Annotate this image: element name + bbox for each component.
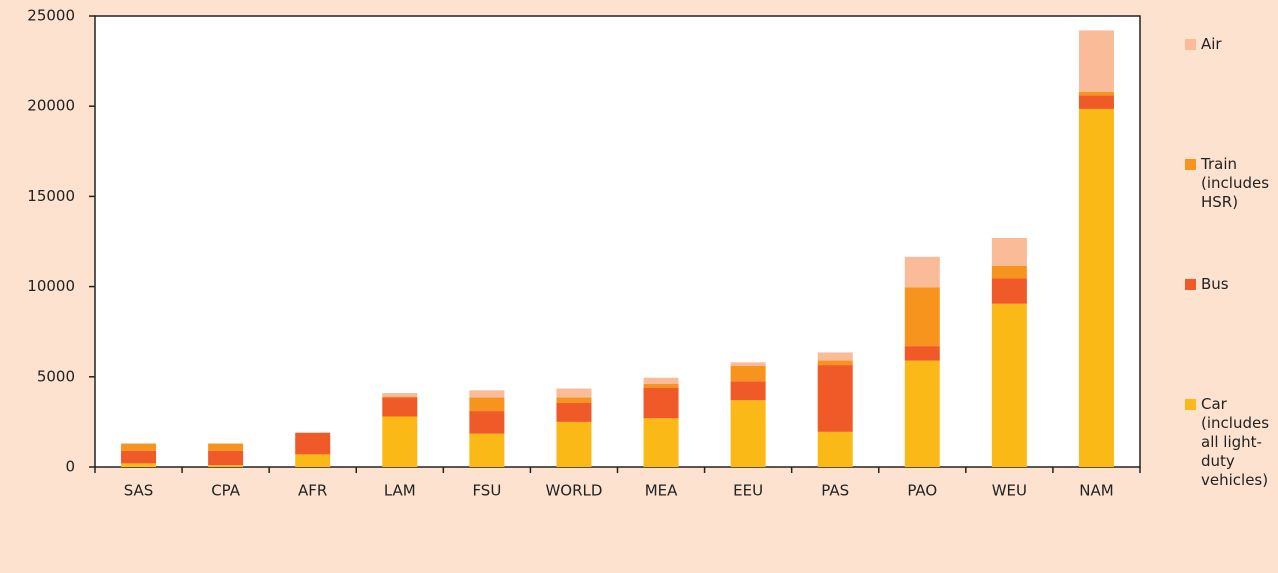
- bar-segment: [643, 384, 679, 388]
- bar-segment: [469, 411, 505, 434]
- bar-segment: [382, 396, 418, 398]
- bar-segment: [1078, 91, 1114, 96]
- y-tick-label: 25000: [27, 7, 75, 25]
- legend-swatch: [1185, 279, 1196, 290]
- x-tick-label: LAM: [384, 482, 416, 500]
- bar-segment: [556, 397, 592, 403]
- bar-segment: [295, 432, 331, 455]
- bar-segment: [208, 443, 244, 451]
- y-tick-label: 10000: [27, 277, 75, 295]
- x-tick-label: PAS: [821, 482, 849, 500]
- x-tick-label: SAS: [124, 482, 154, 500]
- legend-item: Air: [1185, 35, 1278, 54]
- x-tick-label: CPA: [211, 482, 241, 500]
- bar-segment: [556, 388, 592, 398]
- bar-segment: [556, 402, 592, 422]
- legend-swatch: [1185, 159, 1196, 170]
- y-tick-label: 15000: [27, 187, 75, 205]
- bar-segment: [556, 421, 592, 467]
- bar-segment: [469, 433, 505, 467]
- bar-segment: [121, 463, 157, 467]
- bar-segment: [208, 450, 244, 466]
- x-tick-label: AFR: [298, 482, 327, 500]
- bar-segment: [121, 450, 157, 464]
- legend-swatch: [1185, 39, 1196, 50]
- legend-item: Bus: [1185, 275, 1278, 294]
- bar-segment: [1078, 108, 1114, 467]
- bar-segment: [817, 360, 853, 366]
- y-tick-label: 0: [65, 458, 75, 476]
- bar-segment: [817, 431, 853, 467]
- x-tick-label: EEU: [733, 482, 763, 500]
- x-tick-label: FSU: [472, 482, 501, 500]
- legend-label: Car (includes all light-duty vehicles): [1201, 395, 1270, 489]
- bar-segment: [208, 465, 244, 467]
- y-tick-label: 20000: [27, 97, 75, 115]
- bar-segment: [904, 287, 940, 347]
- legend-swatch: [1185, 399, 1196, 410]
- bar-segment: [991, 303, 1027, 467]
- x-tick-label: NAM: [1079, 482, 1113, 500]
- x-tick-label: PAO: [907, 482, 937, 500]
- bar-segment: [469, 397, 505, 412]
- bar-segment: [817, 352, 853, 361]
- bar-segment: [991, 278, 1027, 304]
- bar-segment: [382, 416, 418, 467]
- legend-item: Train (includes HSR): [1185, 155, 1278, 212]
- y-tick-label: 5000: [37, 367, 75, 385]
- bar-segment: [904, 346, 940, 361]
- bar-segment: [730, 365, 766, 382]
- bar-segment: [469, 390, 505, 398]
- x-tick-label: MEA: [645, 482, 678, 500]
- bar-segment: [817, 365, 853, 432]
- bar-segment: [295, 454, 331, 467]
- x-tick-label: WEU: [992, 482, 1027, 500]
- bar-segment: [1078, 95, 1114, 109]
- bar-segment: [991, 265, 1027, 279]
- legend-label: Bus: [1201, 275, 1229, 293]
- bar-segment: [643, 418, 679, 467]
- plot-area: [94, 15, 1141, 468]
- x-tick-label: WORLD: [545, 482, 602, 500]
- bar-segment: [643, 377, 679, 385]
- legend-label: Air: [1201, 35, 1222, 53]
- bar-segment: [382, 393, 418, 397]
- bar-segment: [730, 400, 766, 467]
- bar-segment: [991, 237, 1027, 266]
- bar-segment: [1078, 30, 1114, 92]
- bar-segment: [643, 387, 679, 419]
- bar-segment: [121, 443, 157, 451]
- bar-segment: [730, 362, 766, 366]
- bar-segment: [904, 256, 940, 288]
- bar-segment: [382, 397, 418, 417]
- bar-segment: [730, 381, 766, 401]
- legend-item: Car (includes all light-duty vehicles): [1185, 395, 1278, 490]
- legend-label: Train (includes HSR): [1201, 155, 1270, 211]
- bar-segment: [904, 360, 940, 467]
